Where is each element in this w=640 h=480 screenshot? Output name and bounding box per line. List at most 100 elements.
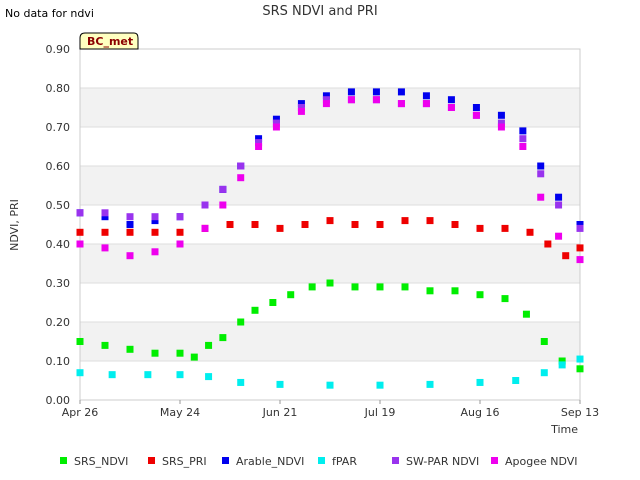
data-point — [426, 217, 434, 225]
data-point — [576, 221, 584, 228]
data-point — [372, 96, 380, 104]
background-bands — [80, 88, 580, 361]
data-point — [272, 115, 280, 123]
y-tick-label: 0.70 — [46, 121, 71, 134]
data-point — [472, 111, 480, 119]
data-point — [326, 381, 334, 389]
legend-item: SW-PAR NDVI — [392, 455, 479, 468]
data-point — [555, 232, 563, 240]
x-axis-label: Time — [550, 423, 578, 436]
data-point — [351, 221, 359, 228]
x-tick-label: Sep 13 — [561, 406, 599, 419]
data-point — [558, 357, 566, 365]
data-point — [126, 221, 134, 228]
y-tick-label: 0.30 — [46, 277, 71, 290]
data-point — [347, 88, 355, 96]
y-tick-label: 0.90 — [46, 43, 71, 56]
data-point — [205, 341, 213, 349]
legend-label: SW-PAR NDVI — [406, 455, 479, 468]
data-point — [101, 209, 109, 217]
data-points — [76, 88, 584, 389]
data-point — [476, 291, 484, 299]
data-point — [326, 279, 334, 287]
legend-item: Arable_NDVI — [222, 455, 304, 468]
data-point — [447, 104, 455, 111]
data-point — [519, 127, 527, 135]
data-point — [555, 201, 563, 209]
data-point — [176, 228, 184, 236]
data-point — [497, 123, 505, 131]
y-tick-label: 0.50 — [46, 199, 71, 212]
data-point — [76, 369, 84, 377]
data-point — [576, 244, 584, 252]
data-point — [237, 378, 245, 386]
data-point — [397, 100, 405, 108]
data-point — [401, 283, 409, 291]
y-axis-label: NDVI, PRI — [8, 199, 21, 251]
legend-swatch — [491, 457, 498, 464]
data-point — [501, 224, 509, 232]
data-point — [101, 228, 109, 236]
legend-swatch — [222, 457, 229, 464]
data-point — [537, 162, 545, 170]
legend-swatch — [148, 457, 155, 464]
data-point — [151, 213, 159, 221]
legend-label: fPAR — [332, 455, 357, 468]
data-point — [201, 201, 209, 209]
data-point — [472, 104, 480, 111]
y-tick-label: 0.00 — [46, 394, 71, 407]
band — [80, 88, 580, 127]
data-point — [519, 135, 527, 143]
data-point — [540, 369, 548, 377]
data-point — [426, 380, 434, 388]
data-point — [526, 228, 534, 236]
data-point — [422, 92, 430, 100]
data-point — [322, 100, 330, 108]
y-tick-label: 0.10 — [46, 355, 71, 368]
data-point — [544, 240, 552, 248]
data-point — [126, 252, 134, 260]
data-point — [476, 224, 484, 232]
data-point — [562, 252, 570, 260]
data-point — [537, 193, 545, 201]
x-tick-label: Jul 19 — [364, 406, 396, 419]
legend-swatch — [318, 457, 325, 464]
data-point — [401, 217, 409, 225]
data-point — [451, 221, 459, 228]
data-point — [426, 287, 434, 295]
chart-title: SRS NDVI and PRI — [262, 4, 377, 19]
data-point — [237, 162, 245, 170]
y-tick-label: 0.40 — [46, 238, 71, 251]
data-point — [540, 338, 548, 345]
data-point — [101, 213, 109, 221]
site-tag-label: BC_met — [87, 35, 133, 48]
data-point — [101, 244, 109, 252]
band — [80, 166, 580, 205]
data-point — [301, 221, 309, 228]
data-point — [576, 256, 584, 264]
data-point — [497, 111, 505, 119]
legend-item: Apogee NDVI — [491, 455, 578, 468]
data-point — [251, 221, 259, 228]
data-point — [326, 217, 334, 225]
data-point — [308, 283, 316, 291]
data-point — [376, 221, 384, 228]
data-point — [376, 283, 384, 291]
data-point — [219, 334, 227, 342]
no-data-note: No data for ndvi — [5, 7, 94, 20]
data-point — [255, 143, 263, 150]
data-point — [176, 213, 184, 221]
data-point — [76, 209, 84, 217]
data-point — [190, 353, 198, 361]
x-tick-label: Jun 21 — [262, 406, 298, 419]
x-tick-label: Apr 26 — [62, 406, 99, 419]
data-point — [451, 287, 459, 295]
data-point — [144, 371, 152, 379]
data-point — [176, 349, 184, 357]
legend-item: SRS_PRI — [148, 455, 207, 468]
data-point — [576, 355, 584, 363]
data-point — [226, 221, 234, 228]
legend-item: SRS_NDVI — [60, 455, 128, 468]
data-point — [276, 380, 284, 388]
